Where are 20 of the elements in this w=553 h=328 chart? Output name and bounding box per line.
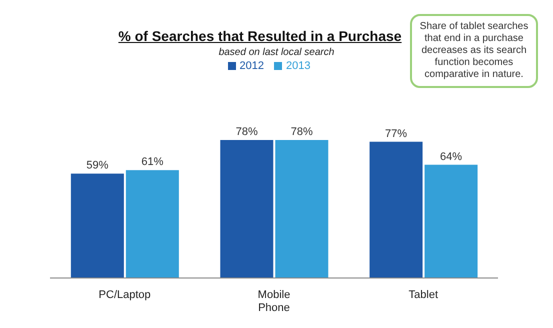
bar	[275, 140, 328, 278]
legend-label: 2013	[286, 60, 310, 72]
bar	[424, 164, 478, 278]
x-tick-label: Mobile Phone	[258, 289, 290, 314]
chart-title: % of Searches that Resulted in a Purchase	[118, 28, 402, 44]
legend-label: 2012	[240, 60, 264, 72]
data-label: 78%	[236, 126, 258, 138]
x-tick-label: Tablet	[408, 289, 438, 301]
data-label: 77%	[385, 128, 408, 140]
data-label: 59%	[86, 160, 109, 172]
text: Share of tablet searches that end in a purchase decreases as its search function becomes comparative in nature.	[410, 14, 538, 88]
bar	[126, 170, 179, 278]
data-label: 64%	[440, 150, 462, 163]
bar	[70, 174, 124, 278]
chart-subtitle: based on last local search	[218, 47, 334, 58]
bar	[370, 142, 423, 278]
data-label: 61%	[141, 156, 164, 168]
data-label: 78%	[290, 126, 313, 138]
bar	[220, 140, 274, 278]
x-tick-label: PC/Laptop	[98, 289, 151, 301]
